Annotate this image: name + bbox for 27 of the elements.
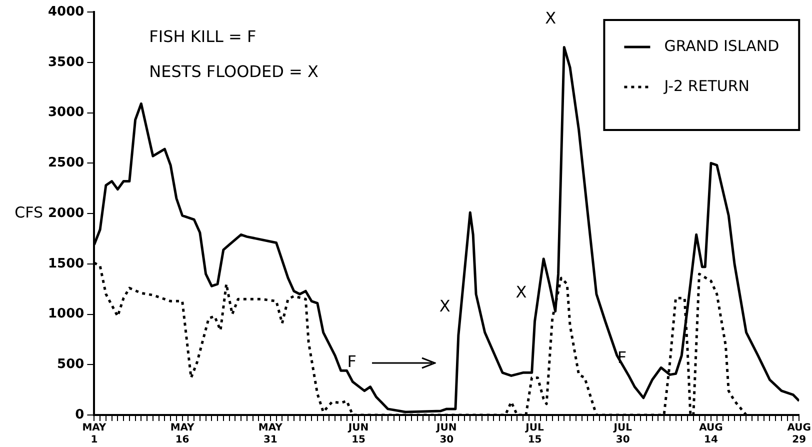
annotation: X: [439, 296, 450, 316]
x-tick-label: JUN 30: [436, 422, 457, 446]
annotation: X: [545, 8, 556, 28]
y-tick-label: 500: [57, 357, 84, 372]
x-tick-label: AUG 29: [787, 422, 812, 446]
y-tick-label: 2000: [48, 206, 84, 221]
y-tick-label: 1000: [48, 306, 84, 322]
y-tick-label: 2500: [48, 156, 84, 170]
x-tick-label: MAY 16: [170, 422, 196, 446]
annotation: F: [347, 352, 356, 371]
legend-label: GRAND ISLAND: [664, 36, 780, 55]
x-tick-label: JUN 15: [347, 422, 369, 446]
y-axis-title: CFS: [14, 203, 43, 222]
x-tick-label: AUG 14: [699, 422, 723, 446]
y-tick-label: 0: [75, 407, 84, 422]
annotation: NESTS FLOODED = X: [149, 62, 318, 82]
x-tick-label: MAY 1: [82, 422, 107, 446]
annotation: X: [516, 282, 527, 302]
y-tick-label: 4000: [48, 4, 84, 20]
annotation: FISH KILL = F: [149, 27, 256, 46]
legend-label: J-2 RETURN: [663, 76, 750, 95]
y-tick-label: 3500: [48, 54, 84, 70]
x-tick-label: JUL 30: [612, 422, 633, 446]
y-tick-label: 3000: [48, 105, 84, 120]
x-tick-label: MAY 31: [258, 422, 284, 446]
y-tick-label: 1500: [48, 256, 84, 272]
x-tick-label: JUL 15: [524, 422, 544, 446]
